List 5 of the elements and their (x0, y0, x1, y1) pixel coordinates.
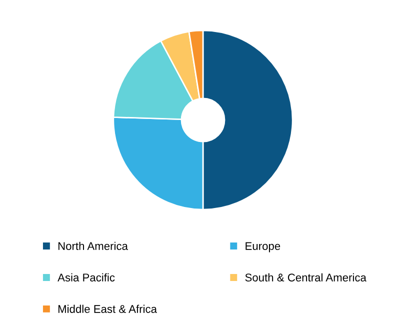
legend-label: Middle East & Africa (58, 304, 157, 313)
legend-label: South & Central America (245, 273, 366, 282)
legend-label: Asia Pacific (58, 273, 115, 282)
legend-label: Europe (246, 242, 280, 252)
legend-label: North America (58, 242, 128, 250)
